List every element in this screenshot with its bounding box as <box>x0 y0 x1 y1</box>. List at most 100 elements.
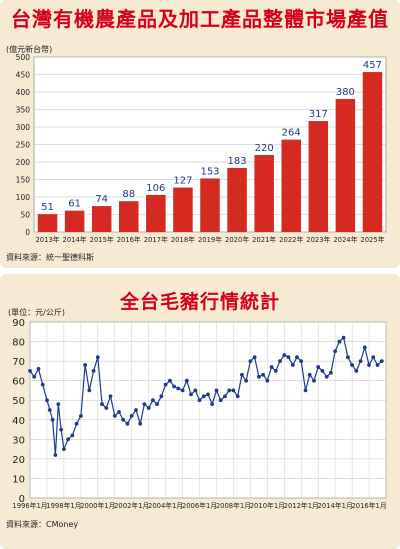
price-point <box>62 447 66 451</box>
price-point <box>193 388 198 393</box>
line-x-tick-label: 2012年1月 <box>284 501 319 510</box>
price-point <box>36 367 41 371</box>
bar-value-label: 88 <box>122 189 135 200</box>
bar-y-tick-label: 500 <box>16 53 31 62</box>
bar-x-tick-label: 2021年 <box>252 235 276 244</box>
bar-value-label: 183 <box>228 156 247 167</box>
price-point <box>172 384 177 389</box>
bar-y-tick-label: 150 <box>16 176 31 185</box>
price-point <box>95 355 100 360</box>
bar-y-tick-label: 100 <box>16 193 31 202</box>
line-y-tick-label: 10 <box>12 474 25 485</box>
price-point <box>265 378 270 383</box>
bar-value-label: 380 <box>336 87 355 98</box>
line-y-tick-label: 80 <box>12 338 25 349</box>
price-point <box>218 398 223 403</box>
bar-value-label: 51 <box>41 202 54 213</box>
bar <box>281 139 301 232</box>
line-chart-unit-label: (單位：元/公斤) <box>8 308 65 317</box>
price-point <box>269 365 274 369</box>
bar-value-label: 127 <box>173 176 192 187</box>
bar-y-tick-label: 400 <box>16 88 31 97</box>
bar-chart-plot: 0 50 100 150 200 250 300 350 400 450 500 51 2013年 61 2… <box>16 53 387 244</box>
bar-x-tick-label: 2018年 <box>171 235 195 244</box>
line-y-tick-label: 20 <box>12 455 25 466</box>
price-point <box>142 402 147 406</box>
price-point <box>320 369 325 373</box>
line-y-tick-label: 70 <box>12 357 25 368</box>
price-point <box>350 363 354 367</box>
price-point <box>282 353 287 358</box>
price-point <box>379 359 384 363</box>
price-point <box>45 398 49 403</box>
price-point <box>337 339 342 344</box>
price-point <box>214 388 219 393</box>
price-point <box>201 394 206 399</box>
bar <box>362 72 383 232</box>
bar <box>64 210 85 232</box>
price-point <box>367 363 371 367</box>
price-point <box>28 369 32 373</box>
price-point <box>333 349 337 354</box>
bar-x-tick-label: 2023年 <box>306 235 330 244</box>
bar-y-tick-label: 300 <box>16 123 31 132</box>
price-point <box>210 402 215 406</box>
bar <box>91 206 112 232</box>
bar-value-label: 264 <box>282 128 301 139</box>
price-point <box>252 355 257 360</box>
price-point <box>324 374 329 379</box>
line-x-tick-label: 2016年1月 <box>351 501 386 510</box>
bar <box>119 201 139 232</box>
bar-value-label: 153 <box>200 166 219 177</box>
bar-x-tick-label: 2015年 <box>90 235 114 244</box>
line-x-tick-label: 2008年1月 <box>216 501 251 510</box>
price-point <box>273 369 278 373</box>
bar <box>335 99 356 232</box>
price-point <box>163 382 168 387</box>
price-point <box>47 408 52 412</box>
bar-x-tick-label: 2017年 <box>144 235 168 244</box>
price-point <box>168 378 172 383</box>
price-point <box>227 388 232 393</box>
line-x-tick-label: 2014年1月 <box>318 501 353 510</box>
price-point <box>235 394 240 399</box>
price-point <box>91 369 96 373</box>
line-x-tick-label: 1998年1月 <box>46 501 81 510</box>
bar-value-label: 317 <box>309 109 328 120</box>
bar-value-label: 74 <box>95 194 108 205</box>
bar <box>173 187 193 232</box>
line-plot-area <box>29 321 387 499</box>
line-chart-panel: 全台毛豬行情統計 (單位：元/公斤) 0 10 20 30 40 50 60 70 80 90 19… <box>0 274 400 549</box>
bar <box>308 121 329 232</box>
price-point <box>117 410 121 414</box>
price-point <box>32 374 37 379</box>
price-point <box>316 365 321 369</box>
bar-value-label: 457 <box>363 60 382 71</box>
line-y-tick-label: 60 <box>12 377 25 388</box>
bar-y-tick-label: 50 <box>20 211 30 220</box>
price-point <box>134 408 138 412</box>
price-point <box>112 414 117 418</box>
line-y-tick-label: 0 <box>19 494 25 505</box>
price-point <box>261 372 265 377</box>
price-point <box>371 355 376 360</box>
price-point <box>79 414 83 418</box>
price-point <box>286 355 291 360</box>
bar-x-tick-label: 2016年 <box>117 235 141 244</box>
bar-chart-unit-label: (億元新台幣) <box>6 45 53 54</box>
price-point <box>40 382 45 387</box>
bar-chart-title: 台灣有機農產品及加工產品整體市場產值 <box>11 7 389 31</box>
price-point <box>362 345 367 350</box>
price-point <box>346 355 350 360</box>
price-point <box>155 402 160 406</box>
bar-x-tick-label: 2020年 <box>225 235 249 244</box>
price-point <box>176 386 181 391</box>
line-y-tick-label: 90 <box>12 318 25 329</box>
bar-chart-panel: 台灣有機農產品及加工產品整體市場產值 (億元新台幣) 0 50 100 150 200 2… <box>0 0 400 268</box>
bar-value-label: 220 <box>255 143 274 154</box>
price-point <box>53 453 58 457</box>
price-point <box>151 398 155 403</box>
bar-value-label: 106 <box>146 183 165 194</box>
price-point <box>125 421 130 426</box>
price-point <box>70 433 75 438</box>
